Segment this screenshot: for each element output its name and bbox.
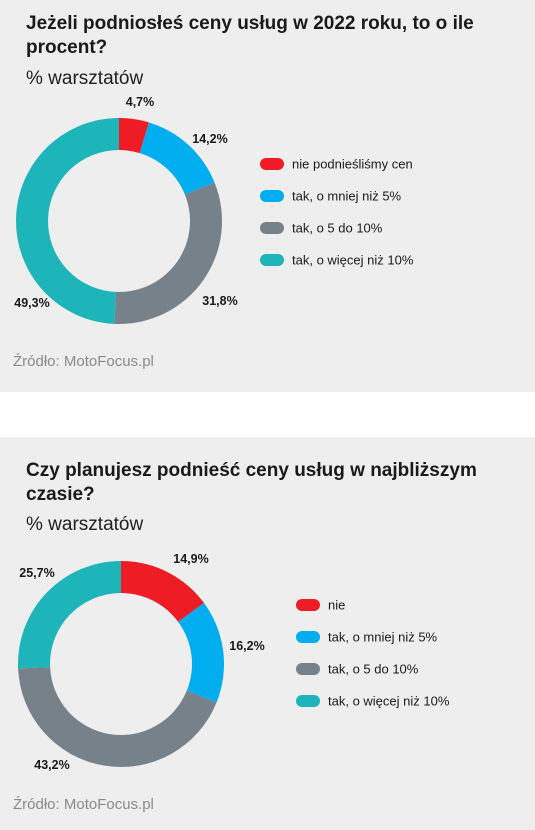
donut-slice xyxy=(119,118,149,154)
legend-label: tak, o 5 do 10% xyxy=(292,221,383,236)
legend-label: tak, o więcej niż 10% xyxy=(328,694,450,709)
legend-swatch xyxy=(296,695,320,707)
donut-slice xyxy=(17,561,121,669)
donut-slice xyxy=(18,667,217,767)
source-note: Źródło: MotoFocus.pl xyxy=(13,796,154,813)
legend-swatch xyxy=(260,158,284,170)
slice-percent-label: 14,9% xyxy=(173,552,208,566)
legend-swatch xyxy=(296,631,320,643)
legend-swatch xyxy=(260,190,284,202)
legend-label: nie xyxy=(328,598,345,613)
legend-swatch xyxy=(296,663,320,675)
source-note: Źródło: MotoFocus.pl xyxy=(13,353,154,370)
legend-swatch xyxy=(260,222,284,234)
slice-percent-label: 43,2% xyxy=(34,758,69,772)
legend-label: tak, o więcej niż 10% xyxy=(292,253,414,268)
donut-chart-2: 14,9% 16,2% 43,2% 25,7% nie tak, o mniej niż … xyxy=(17,552,450,772)
legend-label: tak, o mniej niż 5% xyxy=(292,189,402,204)
slice-percent-label: 16,2% xyxy=(229,639,264,653)
legend-swatch xyxy=(260,254,284,266)
slice-percent-label: 14,2% xyxy=(192,132,227,146)
chart-panel-1: Jeżeli podniosłeś ceny usług w 2022 roku… xyxy=(0,0,535,392)
donut-slice xyxy=(178,602,225,703)
chart-title: Czy planujesz podnieść ceny usług w najb… xyxy=(26,460,477,505)
legend-label: nie podnieśliśmy cen xyxy=(292,157,413,172)
slice-percent-label: 25,7% xyxy=(19,566,54,580)
slice-percent-label: 49,3% xyxy=(14,296,49,310)
donut-slice xyxy=(15,118,120,324)
donut-slice xyxy=(114,182,223,324)
slice-percent-label: 31,8% xyxy=(202,294,237,308)
legend-label: tak, o 5 do 10% xyxy=(328,662,419,677)
donut-slice xyxy=(121,561,204,622)
legend-label: tak, o mniej niż 5% xyxy=(328,630,438,645)
chart-subtitle: % warsztatów xyxy=(26,68,144,89)
donut-chart-1: 4,7% 14,2% 31,8% 49,3% nie podnieśliśmy cen t… xyxy=(14,95,414,324)
chart-subtitle: % warsztatów xyxy=(26,514,144,535)
legend-swatch xyxy=(296,599,320,611)
donut-slice xyxy=(139,122,215,195)
slice-percent-label: 4,7% xyxy=(126,95,155,109)
chart-panel-2: Czy planujesz podnieść ceny usług w najb… xyxy=(0,437,535,830)
chart-title: Jeżeli podniosłeś ceny usług w 2022 roku… xyxy=(26,13,474,58)
